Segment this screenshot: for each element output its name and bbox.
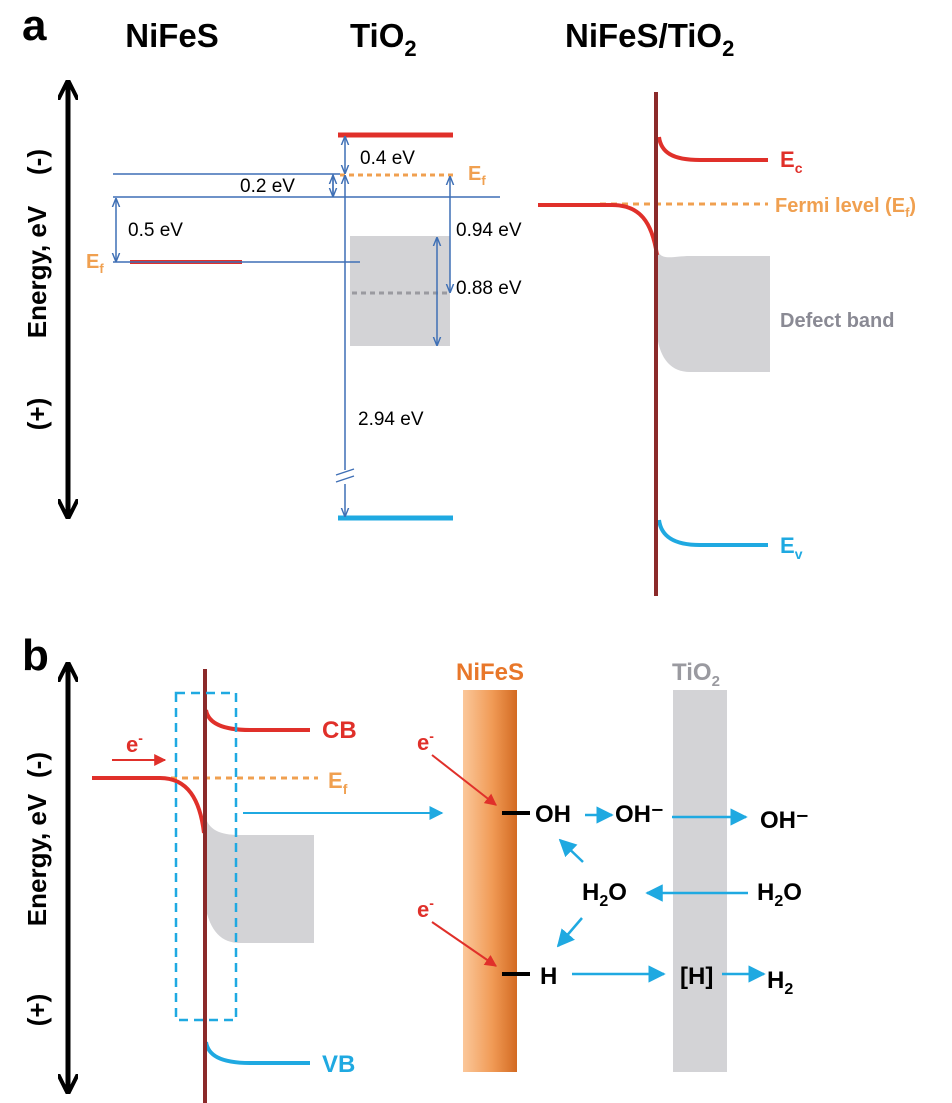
axis-break-mark <box>335 468 355 483</box>
ec-label: Ec <box>780 147 803 176</box>
gap-label-0-2: 0.2 eV <box>240 176 295 197</box>
nifes-electrode <box>463 690 517 1072</box>
zoom-region-box <box>174 691 238 1022</box>
ef-label-b: Ef <box>328 768 348 797</box>
panel-b-letter: b <box>22 631 49 680</box>
ev-label: Ev <box>780 533 803 562</box>
fermi-level-label: Fermi level (Ef) <box>775 195 916 220</box>
header-tio2: TiO2 <box>350 17 417 61</box>
nifes-ef-label: Ef <box>86 251 104 276</box>
electron-label-top: e- <box>417 728 434 755</box>
energy-minus-b: (-) <box>22 752 52 778</box>
gap-label-0-94: 0.94 eV <box>456 220 522 241</box>
energy-axis-label-b: Energy, eV <box>22 793 52 926</box>
electron-label-b: e- <box>126 730 143 757</box>
tio2-electrode-label: TiO2 <box>672 659 720 690</box>
h-adsorbed: H <box>540 963 557 990</box>
gap-label-0-88: 0.88 eV <box>456 278 522 299</box>
gap-label-2-94: 2.94 eV <box>358 409 424 430</box>
energy-plus-a: (+) <box>22 398 52 431</box>
tio2-ef-label: Ef <box>468 163 486 188</box>
h2-product: H2 <box>767 967 793 998</box>
arrow-h2o-to-h <box>556 917 583 948</box>
electron-arrow-top <box>431 754 497 806</box>
junction-b-nifes-band <box>92 776 206 834</box>
electron-label-bottom: e- <box>417 895 434 922</box>
arrow-h2o-to-oh <box>558 838 584 863</box>
panel-a-letter: a <box>22 1 47 50</box>
junction-ev-band <box>657 519 768 547</box>
h2o-left: H2O <box>582 879 627 910</box>
cb-band <box>204 709 310 732</box>
junction-ec-band <box>657 136 768 162</box>
junction-b-defect-band <box>205 815 314 943</box>
panel-b: b Energy, eV (-) (+) e- CB VB Ef NiFeS T… <box>22 631 809 1103</box>
junction-defect-band <box>657 248 770 372</box>
panel-a: a NiFeS TiO2 NiFeS/TiO2 Energy, eV (-) (… <box>22 1 916 596</box>
vb-label: VB <box>322 1051 355 1078</box>
defect-band-label: Defect band <box>780 310 894 332</box>
header-nifes: NiFeS <box>125 17 219 54</box>
reference-lines <box>113 173 500 263</box>
tio2-defect-band <box>350 236 450 346</box>
cb-label: CB <box>322 717 357 744</box>
junction-nifes-band <box>538 203 659 256</box>
oh-adsorbed: OH <box>535 801 571 828</box>
tio2-electrode <box>673 690 727 1072</box>
electron-arrow-bottom <box>431 921 497 967</box>
nifes-electrode-label: NiFeS <box>456 659 524 686</box>
oh-minus-1: OH⁻ <box>615 801 664 828</box>
energy-axis-label-a: Energy, eV <box>22 205 52 338</box>
gap-label-0-4: 0.4 eV <box>360 148 415 169</box>
gap-label-0-5: 0.5 eV <box>128 220 183 241</box>
header-junction: NiFeS/TiO2 <box>565 17 734 61</box>
h2o-right: H2O <box>757 879 802 910</box>
h-intermediate: [H] <box>680 963 713 990</box>
energy-plus-b: (+) <box>22 994 52 1027</box>
oh-minus-2: OH⁻ <box>760 807 809 834</box>
energy-minus-a: (-) <box>22 149 52 175</box>
vb-band <box>204 1041 310 1065</box>
